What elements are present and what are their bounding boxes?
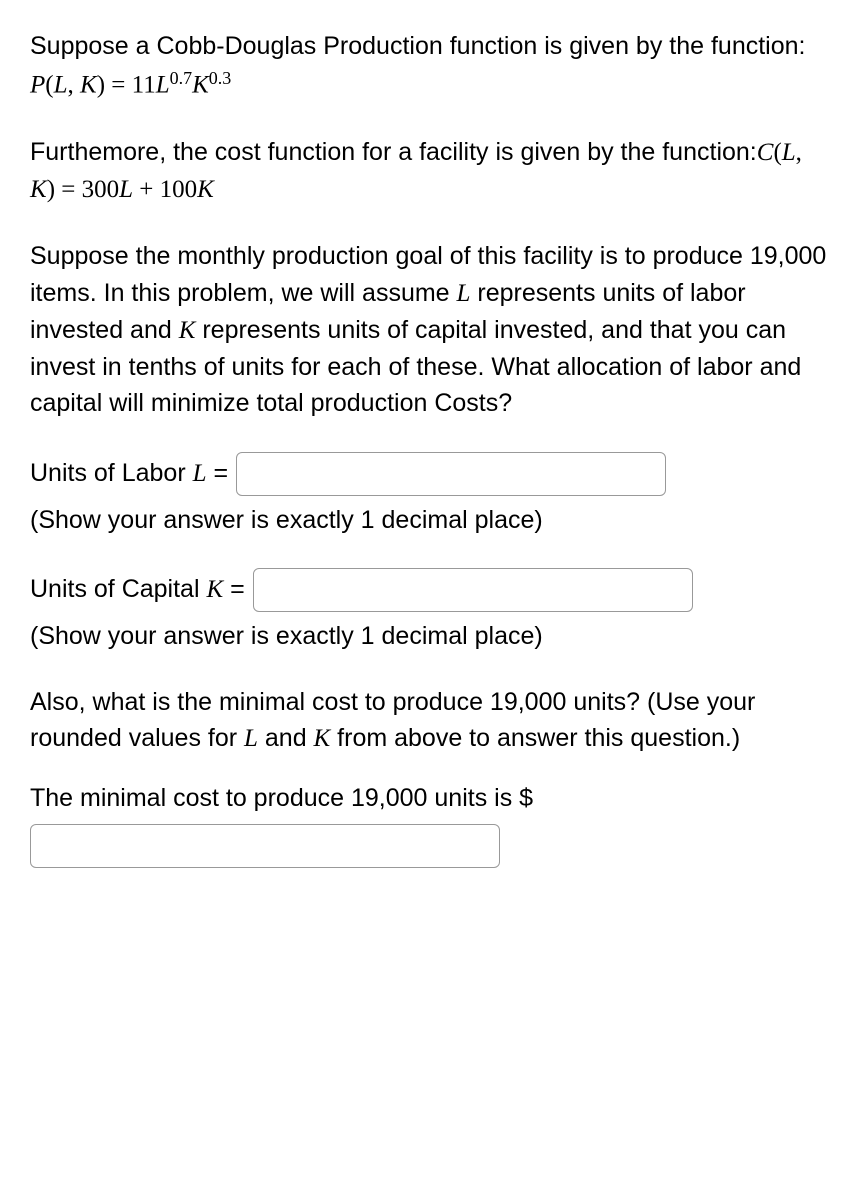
- goal-paragraph: Suppose the monthly production goal of t…: [30, 238, 832, 421]
- labor-label-pre: Units of Labor: [30, 459, 193, 487]
- capital-row: Units of Capital K =: [30, 568, 832, 612]
- mincost-answer-label: The minimal cost to produce 19,000 units…: [30, 780, 832, 816]
- mincost-question: Also, what is the minimal cost to produc…: [30, 684, 832, 758]
- capital-label-post: =: [223, 575, 245, 603]
- capital-label-pre: Units of Capital: [30, 575, 206, 603]
- labor-label: Units of Labor L =: [30, 455, 228, 492]
- open-paren: (: [45, 72, 53, 99]
- labor-label-post: =: [207, 459, 229, 487]
- labor-helper: (Show your answer is exactly 1 decimal p…: [30, 502, 832, 538]
- mincost-post: from above to answer this question.): [330, 724, 740, 752]
- cost-C: C: [757, 139, 774, 166]
- cost-comma: ,: [796, 139, 802, 166]
- cost-fn-paragraph: Furthemore, the cost function for a faci…: [30, 134, 832, 209]
- exp-L: 0.7: [170, 68, 193, 88]
- comma: ,: [68, 72, 81, 99]
- mincost-K: K: [314, 725, 331, 752]
- goal-L: L: [457, 280, 471, 307]
- var-K: K: [80, 72, 97, 99]
- capital-label: Units of Capital K =: [30, 571, 245, 608]
- cost-Lvar: L: [119, 176, 133, 203]
- mincost-L: L: [244, 725, 258, 752]
- capital-helper: (Show your answer is exactly 1 decimal p…: [30, 618, 832, 654]
- var-L2: L: [156, 72, 170, 99]
- mincost-input[interactable]: [30, 824, 500, 868]
- cost-open: (: [773, 139, 781, 166]
- cost-K: K: [30, 176, 47, 203]
- cost-intro-text: Furthemore, the cost function for a faci…: [30, 138, 757, 166]
- cost-L: L: [782, 139, 796, 166]
- cost-Kvar: K: [197, 176, 214, 203]
- prod-fn-paragraph: Suppose a Cobb-Douglas Production functi…: [30, 28, 832, 104]
- labor-row: Units of Labor L =: [30, 452, 832, 496]
- prod-fn-P: P: [30, 72, 45, 99]
- goal-K: K: [179, 317, 196, 344]
- cost-eq-300: ) = 300: [47, 176, 119, 203]
- equals-11: ) = 11: [97, 72, 156, 99]
- exp-K: 0.3: [209, 68, 232, 88]
- intro-text: Suppose a Cobb-Douglas Production functi…: [30, 32, 806, 60]
- labor-input[interactable]: [236, 452, 666, 496]
- var-K2: K: [192, 72, 209, 99]
- capital-K: K: [206, 576, 223, 603]
- cost-plus-100: + 100: [133, 176, 197, 203]
- mincost-and: and: [258, 724, 314, 752]
- capital-input[interactable]: [253, 568, 693, 612]
- labor-L: L: [193, 460, 207, 487]
- var-L: L: [54, 72, 68, 99]
